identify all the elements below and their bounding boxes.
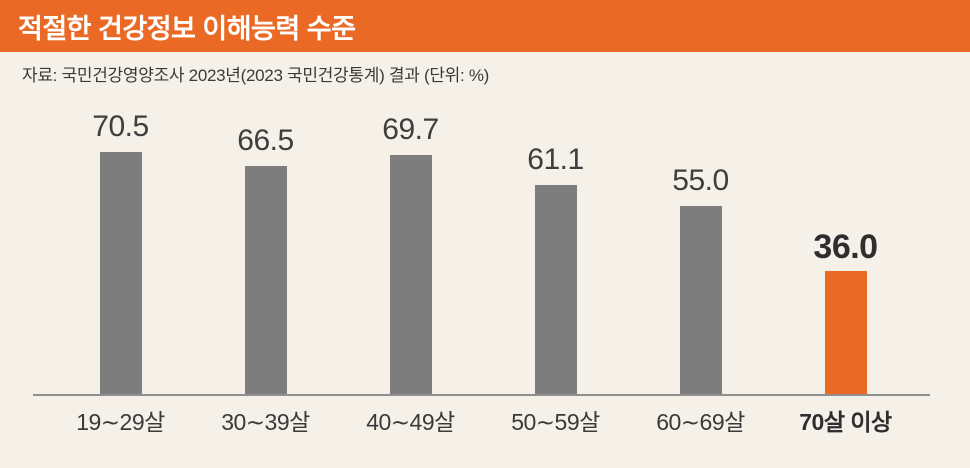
bar <box>99 152 142 395</box>
bar-highlighted <box>824 271 867 395</box>
bars-row: 70.5 66.5 69.7 61.1 55.0 36.0 <box>48 0 918 395</box>
bar-column: 66.5 <box>193 123 338 395</box>
bar-column: 61.1 <box>483 142 628 395</box>
bar-value-label: 70.5 <box>92 110 149 144</box>
x-labels-row: 19∼29살 30∼39살 40∼49살 50∼59살 60∼69살 70살 이상 <box>48 403 918 437</box>
bar-value-label: 55.0 <box>672 163 729 197</box>
bar-column: 36.0 <box>773 230 918 395</box>
bar-value-label: 36.0 <box>813 228 878 266</box>
bar-column: 55.0 <box>628 163 773 395</box>
x-axis-line <box>33 394 930 396</box>
bar <box>389 154 432 395</box>
page-title: 적절한 건강정보 이해능력 수준 <box>18 13 356 44</box>
category-label: 50∼59살 <box>511 409 600 435</box>
category-label: 19∼29살 <box>76 409 165 435</box>
bar-column: 69.7 <box>338 112 483 395</box>
category-label: 70살 이상 <box>799 409 892 435</box>
bar-value-label: 66.5 <box>237 123 294 157</box>
category-label: 30∼39살 <box>221 409 310 435</box>
bar <box>534 184 577 395</box>
category-label: 40∼49살 <box>366 409 455 435</box>
bar-value-label: 61.1 <box>527 142 584 176</box>
header-bar: 적절한 건강정보 이해능력 수준 <box>0 0 970 52</box>
source-note: 자료: 국민건강영양조사 2023년(2023 국민건강통계) 결과 (단위: … <box>22 66 490 85</box>
bar <box>679 205 722 395</box>
bar <box>244 165 287 395</box>
bar-column: 70.5 <box>48 112 193 395</box>
bar-value-label: 69.7 <box>382 112 439 146</box>
category-label: 60∼69살 <box>656 409 745 435</box>
